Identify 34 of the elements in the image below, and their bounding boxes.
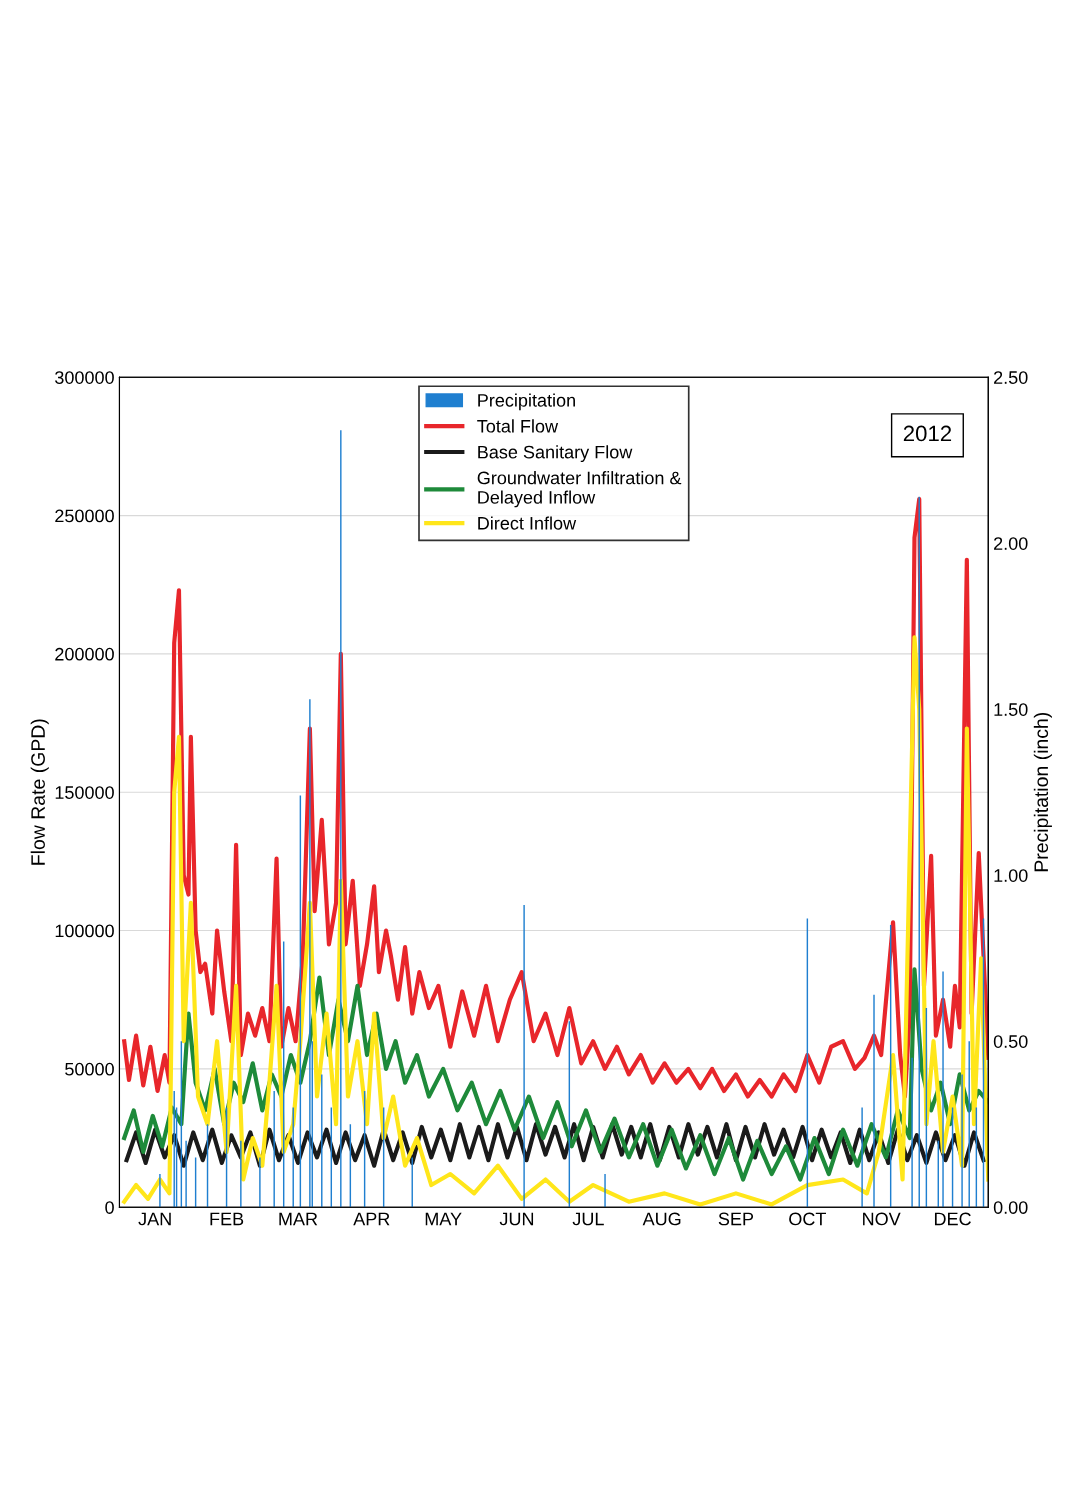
legend-label: Groundwater Infiltration & Delayed Inflow: [477, 471, 682, 508]
x-tick-label: JAN: [138, 1212, 171, 1226]
x-tick-label: SEP: [718, 1212, 754, 1226]
y-tick-label: 50000: [65, 1062, 114, 1076]
legend-label: Direct Inflow: [478, 516, 577, 530]
y-tick-label: 300000: [55, 371, 114, 384]
y2-tick-label: 1.00: [994, 869, 1028, 882]
y-tick-label: 0: [105, 1201, 114, 1214]
y-tick-label: 150000: [55, 786, 114, 799]
y2-tick-label: 2.50: [994, 371, 1028, 384]
x-tick-label: MAY: [425, 1212, 462, 1226]
y-tick-label: 100000: [55, 924, 114, 938]
x-tick-label: AUG: [642, 1212, 681, 1226]
y2-tick-label: 0.50: [993, 1035, 1028, 1048]
y2-tick-label: 1.50: [994, 703, 1028, 716]
x-tick-label: APR: [353, 1212, 390, 1226]
x-tick-label: NOV: [863, 1212, 901, 1226]
y-axis-title: Flow Rate (GPD): [30, 719, 49, 865]
y2-tick-label: 0.00: [993, 1201, 1028, 1214]
x-tick-label: MAR: [279, 1212, 318, 1226]
y2-tick-label: 2.00: [994, 537, 1028, 550]
x-tick-label: DEC: [934, 1212, 971, 1226]
legend-label: Precipitation: [478, 393, 575, 411]
x-tick-label: OCT: [789, 1212, 826, 1226]
x-tick-label: JUL: [572, 1212, 604, 1226]
x-tick-label: FEB: [210, 1212, 244, 1226]
y2-axis-title: Precipitation (inch): [1033, 712, 1052, 872]
line-series: [122, 635, 989, 1207]
annotation: 2012: [903, 425, 952, 442]
y-tick-label: 250000: [55, 509, 114, 523]
y-tick-label: 200000: [55, 647, 114, 661]
x-tick-label: JUN: [499, 1212, 534, 1226]
legend-label: Total Flow: [477, 419, 559, 433]
legend-label: Base Sanitary Flow: [478, 445, 633, 463]
